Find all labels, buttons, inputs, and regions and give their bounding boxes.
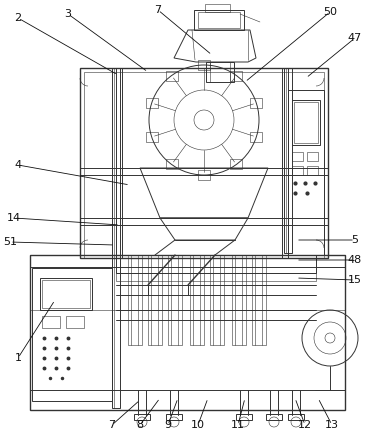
Bar	[146, 98, 158, 108]
Bar	[166, 70, 178, 81]
Bar	[42, 280, 90, 308]
Bar	[292, 152, 303, 161]
Bar	[206, 62, 234, 82]
Bar	[30, 255, 345, 267]
Bar	[307, 166, 318, 175]
Bar	[32, 268, 112, 401]
Text: 10: 10	[191, 420, 205, 430]
Bar	[80, 68, 328, 258]
Bar	[232, 255, 246, 345]
Bar	[190, 255, 204, 345]
Bar	[292, 166, 303, 175]
Bar	[230, 70, 242, 81]
Bar	[166, 159, 178, 170]
Bar	[198, 60, 210, 70]
Text: 11: 11	[231, 420, 245, 430]
Text: 12: 12	[298, 420, 312, 430]
Bar	[250, 132, 262, 142]
Bar	[288, 90, 324, 255]
Bar	[128, 255, 142, 345]
Bar	[288, 414, 304, 420]
Text: 14: 14	[7, 213, 21, 223]
Text: 8: 8	[137, 420, 144, 430]
Bar	[40, 278, 92, 310]
Text: 7: 7	[154, 5, 162, 15]
Bar	[112, 68, 120, 408]
Text: 1: 1	[15, 353, 21, 363]
Bar	[210, 255, 224, 345]
Text: 50: 50	[323, 7, 337, 17]
Text: 15: 15	[348, 275, 362, 285]
Text: 47: 47	[348, 33, 362, 43]
Text: 4: 4	[15, 160, 22, 170]
Text: 51: 51	[3, 237, 17, 247]
Text: 9: 9	[165, 420, 172, 430]
Text: 5: 5	[352, 235, 359, 245]
Bar	[198, 170, 210, 180]
Bar	[194, 10, 244, 30]
Bar	[148, 255, 162, 345]
Text: 3: 3	[64, 9, 71, 19]
Bar	[307, 152, 318, 161]
Bar	[205, 4, 230, 12]
Bar	[166, 414, 182, 420]
Bar	[284, 68, 292, 253]
Bar	[116, 273, 316, 281]
Bar	[30, 255, 345, 410]
Bar	[66, 316, 84, 328]
Bar	[42, 316, 60, 328]
Bar	[294, 102, 318, 143]
Bar	[134, 414, 150, 420]
Text: 2: 2	[15, 13, 22, 23]
Bar	[116, 255, 316, 273]
Bar	[230, 159, 242, 170]
Bar	[292, 100, 320, 145]
Bar	[198, 12, 240, 28]
Bar	[266, 414, 282, 420]
Bar	[84, 72, 324, 258]
Text: 13: 13	[325, 420, 339, 430]
Bar	[168, 255, 182, 345]
Text: 48: 48	[348, 255, 362, 265]
Bar	[236, 414, 252, 420]
Bar	[250, 98, 262, 108]
Bar	[252, 255, 266, 345]
Text: 7: 7	[108, 420, 116, 430]
Bar	[146, 132, 158, 142]
